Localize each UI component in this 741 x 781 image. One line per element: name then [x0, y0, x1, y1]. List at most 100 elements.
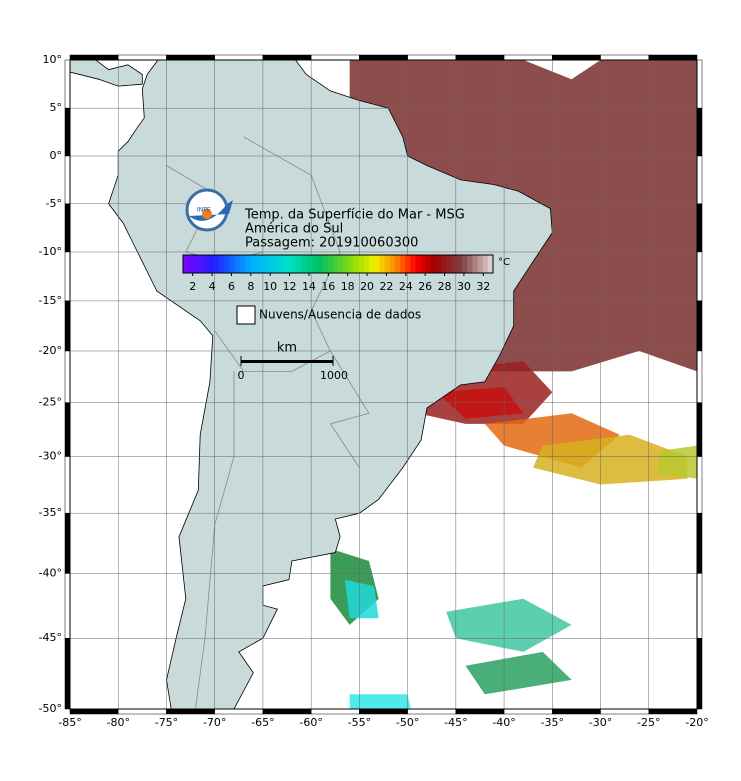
- sst-patch: [658, 445, 697, 479]
- colorbar-cell: [441, 255, 447, 273]
- frame-segment: [69, 54, 119, 61]
- sst-patch: [344, 579, 379, 619]
- lon-tick-label: -25°: [637, 716, 660, 729]
- frame-segment: [552, 708, 601, 715]
- frame-segment: [214, 54, 264, 61]
- colorbar-cell: [281, 255, 287, 273]
- frame-segment: [696, 251, 703, 302]
- lon-tick-label: -55°: [348, 716, 371, 729]
- colorbar-cell: [358, 255, 365, 273]
- colorbar-cell: [456, 255, 463, 273]
- frame-segment: [407, 54, 457, 61]
- colorbar-cell: [400, 255, 406, 273]
- sst-patch: [349, 694, 411, 709]
- colorbar-tick-label: 2: [189, 280, 196, 293]
- lat-tick-label: 10°: [43, 53, 63, 66]
- frame-segment: [64, 155, 71, 205]
- colorbar-cell: [394, 255, 401, 273]
- colorbar-cell: [405, 255, 411, 273]
- colorbar-cell: [353, 255, 360, 273]
- colorbar-tick-label: 12: [283, 280, 297, 293]
- colorbar-cell: [234, 255, 241, 273]
- lat-tick-label: -45°: [39, 631, 62, 644]
- frame-segment: [166, 708, 215, 715]
- colorbar-tick-label: 26: [418, 280, 432, 293]
- lat-tick-label: -40°: [39, 566, 62, 579]
- lon-tick-label: -50°: [396, 716, 419, 729]
- colorbar-cell: [384, 255, 391, 273]
- colorbar-tick-label: 10: [263, 280, 277, 293]
- colorbar-cell: [472, 255, 478, 273]
- colorbar-cell: [431, 255, 437, 273]
- frame-segment: [64, 203, 71, 253]
- colorbar-cell: [224, 255, 230, 273]
- frame-segment: [310, 708, 360, 715]
- legend-label: Nuvens/Ausencia de dados: [259, 308, 421, 322]
- frame-segment: [64, 402, 71, 457]
- colorbar-cell: [374, 255, 380, 273]
- colorbar-cell: [276, 255, 282, 273]
- frame-segment: [696, 300, 703, 352]
- colorbar-cell: [363, 255, 370, 273]
- frame-segment: [117, 708, 167, 715]
- lon-tick-label: -85°: [58, 716, 81, 729]
- colorbar-cell: [286, 255, 292, 273]
- colorbar-cell: [239, 255, 246, 273]
- colorbar-cell: [462, 255, 468, 273]
- frame-segment: [64, 512, 71, 574]
- colorbar-cell: [245, 255, 251, 273]
- colorbar: 2 4 6 8 10 12 14 16 18 20 22 24 26 28 30 32: [182, 254, 494, 293]
- colorbar-cell: [193, 255, 199, 273]
- frame-segment: [552, 54, 601, 61]
- svg-text:INPE: INPE: [197, 207, 211, 214]
- frame-segment: [166, 54, 215, 61]
- colorbar-cell: [183, 255, 189, 273]
- lon-tick-label: -45°: [444, 716, 467, 729]
- scale-label: 1000: [320, 369, 348, 382]
- colorbar-cell: [332, 255, 339, 273]
- frame-segment: [696, 402, 703, 457]
- colorbar-cell: [389, 255, 396, 273]
- colorbar-cell: [255, 255, 261, 273]
- frame-segment: [648, 708, 698, 715]
- frame-segment: [359, 54, 408, 61]
- colorbar-unit: °C: [498, 257, 510, 268]
- frame-segment: [696, 107, 703, 157]
- colorbar-cell: [327, 255, 334, 273]
- logo: INPE: [185, 188, 233, 232]
- colorbar-cell: [291, 255, 298, 273]
- colorbar-cell: [229, 255, 236, 273]
- frame-segment: [64, 573, 71, 639]
- colorbar-cell: [270, 255, 277, 273]
- colorbar-cell: [219, 255, 225, 273]
- colorbar-cell: [436, 255, 442, 273]
- colorbar-cell: [312, 255, 318, 273]
- lat-tick-label: 0°: [50, 149, 63, 162]
- frame-segment: [214, 708, 264, 715]
- colorbar-frame: [182, 254, 494, 274]
- colorbar-tick-label: 22: [379, 280, 393, 293]
- lon-tick-label: -65°: [251, 716, 274, 729]
- lat-tick-label: -50°: [39, 702, 62, 715]
- lon-tick-label: -80°: [106, 716, 129, 729]
- frame-segment: [455, 54, 505, 61]
- colorbar-cell: [188, 255, 194, 273]
- legend-swatch: [236, 305, 256, 325]
- colorbar-cell: [477, 255, 484, 273]
- lat-tick-label: -30°: [39, 450, 62, 463]
- colorbar-cell: [250, 255, 256, 273]
- frame-segment: [69, 708, 119, 715]
- colorbar-tick-label: 16: [321, 280, 335, 293]
- lon-tick-label: -20°: [685, 716, 708, 729]
- colorbar-tick-label: 24: [399, 280, 413, 293]
- frame-segment: [64, 637, 71, 710]
- scale-unit: km: [277, 341, 297, 356]
- lat-tick-label: -25°: [39, 396, 62, 409]
- frame-segment: [359, 708, 408, 715]
- colorbar-cell: [307, 255, 313, 273]
- frame-segment: [262, 708, 312, 715]
- scale-label: 0: [238, 369, 245, 382]
- lat-tick-label: -15°: [39, 294, 62, 307]
- axes: -85° -80° -75° -70° -65° -60° -55° -50° -45° -40°…: [39, 53, 709, 729]
